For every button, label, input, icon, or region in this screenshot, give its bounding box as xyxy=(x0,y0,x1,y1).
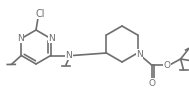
Text: N: N xyxy=(65,51,72,60)
Text: N: N xyxy=(48,34,55,43)
Text: Cl: Cl xyxy=(35,9,45,19)
Text: O: O xyxy=(163,61,170,69)
Text: N: N xyxy=(136,49,143,58)
Text: O: O xyxy=(148,78,155,88)
Text: N: N xyxy=(17,34,24,43)
